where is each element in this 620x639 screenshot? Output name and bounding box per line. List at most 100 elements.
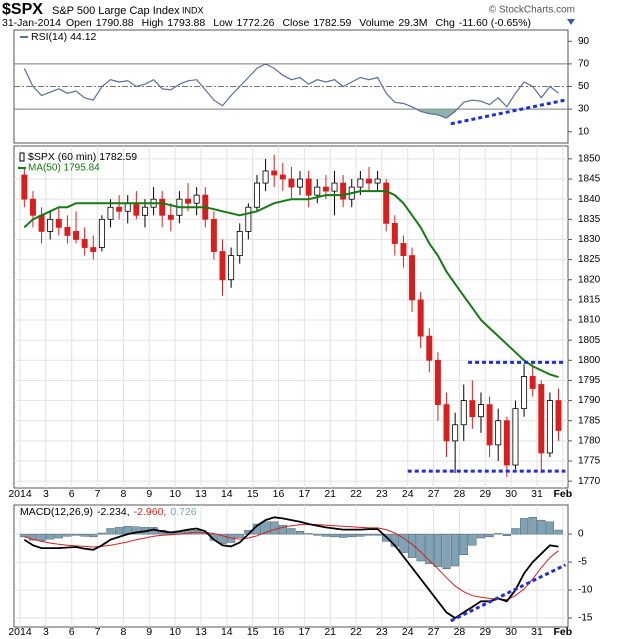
candle-body — [426, 335, 433, 361]
x-tick-label: 2014 — [8, 626, 32, 638]
histogram-bar — [476, 533, 486, 539]
x-tick-label: Feb — [553, 488, 572, 500]
histogram-bar — [235, 533, 244, 538]
x-tick-label: 17 — [299, 488, 311, 500]
candle-body — [47, 218, 54, 232]
x-tick-label: 27 — [428, 626, 440, 638]
x-tick-label: 15 — [247, 488, 259, 500]
candle-body — [434, 359, 441, 406]
x-tick-label: 7 — [95, 488, 101, 500]
candle-body — [305, 178, 312, 196]
histogram-bar — [459, 533, 468, 556]
y-tick-label: 1790 — [578, 395, 601, 406]
histogram-bar — [347, 533, 356, 538]
symbol: $SPX — [2, 1, 43, 18]
candle-body — [469, 400, 476, 418]
histogram-bar — [295, 531, 305, 535]
quote-value: 1782.59 — [313, 17, 351, 29]
price-frame — [13, 145, 569, 489]
legend-swatch — [19, 152, 25, 162]
histogram-bar — [37, 533, 46, 542]
y-tick-label: 10 — [578, 126, 590, 137]
candle-body — [21, 174, 28, 200]
exchange: INDX — [182, 5, 204, 15]
x-tick-label: 23 — [376, 488, 388, 500]
histogram-bar — [201, 532, 210, 535]
candle-body — [340, 182, 347, 200]
x-tick-label: 28 — [454, 626, 466, 638]
histogram-bar — [80, 533, 89, 537]
histogram-bar — [554, 529, 563, 535]
candle-body — [512, 408, 519, 466]
histogram-bar — [442, 533, 451, 569]
histogram-bar — [416, 533, 425, 562]
y-tick-label: 1810 — [578, 315, 601, 326]
candle-body — [546, 400, 553, 454]
candle-body — [133, 202, 140, 216]
x-tick-label: 24 — [402, 626, 414, 638]
candle-body — [400, 243, 407, 256]
candle-body — [271, 170, 278, 176]
menu-arrow[interactable] — [567, 19, 575, 25]
histogram-bar — [407, 533, 417, 558]
x-tick-label: 31 — [531, 626, 543, 638]
histogram-bar — [321, 533, 330, 537]
trend-line — [450, 563, 567, 623]
histogram-bar — [106, 528, 115, 535]
histogram-bar — [278, 524, 287, 535]
histogram-bar — [46, 533, 55, 540]
legend-label: 0.726 — [170, 506, 196, 518]
histogram-bar — [339, 533, 348, 538]
x-tick-label: 14 — [221, 488, 233, 500]
x-tick-label: 9 — [146, 626, 152, 638]
x-tick-label: 7 — [95, 626, 101, 638]
y-tick-label: 1775 — [578, 456, 601, 467]
x-tick-label: 6 — [69, 488, 75, 500]
histogram-bar — [71, 533, 81, 536]
candle-body — [503, 420, 510, 466]
histogram-bar — [89, 533, 98, 538]
candle-body — [38, 214, 45, 232]
candle-body — [322, 186, 329, 192]
candle-body — [73, 230, 80, 240]
y-tick-label: 1845 — [578, 174, 601, 185]
macd-line — [23, 516, 559, 620]
histogram-bar — [28, 533, 38, 541]
candle-body — [417, 299, 424, 337]
y-tick-label: 70 — [578, 59, 590, 70]
x-tick-label: 3 — [43, 626, 49, 638]
candle-body — [141, 206, 148, 216]
histogram-bar — [373, 533, 382, 536]
candle-body — [64, 226, 71, 236]
candle-body — [314, 186, 321, 196]
histogram-bar — [485, 533, 494, 538]
y-tick-label: -5 — [578, 557, 587, 568]
x-tick-label: 27 — [428, 488, 440, 500]
candle-body — [193, 194, 200, 204]
quote-label: Chg — [436, 17, 455, 29]
histogram-bar — [20, 533, 29, 538]
candle-body — [443, 404, 450, 442]
x-tick-label: 15 — [247, 626, 259, 638]
y-tick-label: 1800 — [578, 355, 601, 366]
histogram-bar — [399, 533, 408, 553]
x-tick-label: 13 — [195, 488, 207, 500]
y-tick-label: 90 — [578, 36, 590, 47]
x-tick-label: 13 — [195, 626, 207, 638]
candle-body — [365, 178, 372, 184]
histogram-bar — [537, 519, 546, 535]
quote-value: 29.3M — [398, 17, 427, 29]
histogram-bar — [287, 528, 296, 535]
candle-body — [409, 255, 416, 301]
candle-body — [98, 218, 105, 248]
candle-body — [253, 182, 260, 208]
candle-body — [107, 206, 114, 220]
y-tick-label: -10 — [578, 585, 593, 596]
y-tick-label: 1780 — [578, 436, 601, 447]
x-tick-label: 29 — [479, 488, 491, 500]
candle-body — [297, 178, 304, 188]
candle-body — [29, 198, 36, 216]
histogram-bar — [494, 533, 503, 535]
candle-body — [262, 170, 269, 184]
x-tick-label: 31 — [531, 488, 543, 500]
